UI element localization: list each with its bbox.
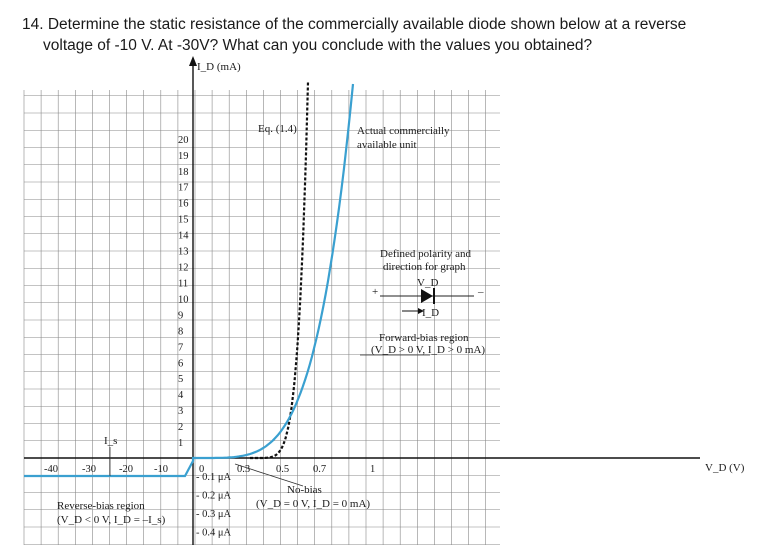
y-tick-label: 14 — [178, 231, 189, 242]
y-tick-label: 11 — [178, 278, 188, 289]
neg-y-tick-label: - 0.3 μA — [196, 509, 232, 520]
x-tick-label: -10 — [154, 464, 168, 475]
x-tick-label: -30 — [82, 464, 96, 475]
y-tick-label: 15 — [178, 215, 189, 226]
y-tick-label: 12 — [178, 263, 189, 274]
y-tick-label: 5 — [178, 374, 183, 385]
grid — [23, 90, 500, 545]
plus-label: + — [372, 286, 378, 298]
is-label: I_s — [104, 435, 117, 447]
eq-curve — [250, 81, 310, 460]
x-tick-label: 0.5 — [276, 464, 289, 475]
question-text: 14. Determine the static resistance of t… — [22, 14, 742, 56]
reverse-label-line1: Reverse-bias region — [57, 500, 145, 512]
x-tick-label: 0 — [199, 464, 204, 475]
neg-y-tick-label: - 0.2 μA — [196, 491, 232, 502]
actual-curve — [24, 83, 355, 478]
id-label: I_D — [422, 307, 439, 319]
y-tick-label: 13 — [178, 247, 189, 258]
current-arrow-icon — [402, 308, 424, 314]
nobias-label-line1: No-bias — [287, 484, 322, 496]
y-axis-arrow-icon — [189, 56, 197, 66]
curves — [24, 81, 355, 478]
y-tick-label: 20 — [178, 135, 189, 146]
polarity-label-line1: Defined polarity and — [380, 248, 472, 260]
neg-y-tick-label: - 0.1 μA — [196, 472, 232, 483]
vd-label: V_D — [417, 277, 438, 289]
nobias-label-line2: (V_D = 0 V, I_D = 0 mA) — [256, 498, 370, 510]
neg-y-tick-label: - 0.4 μA — [196, 528, 232, 539]
reverse-label-line2: (V_D < 0 V, I_D = –I_s) — [57, 514, 166, 526]
actual-label-line1: Actual commercially — [357, 125, 450, 137]
forward-label-line1: Forward-bias region — [379, 332, 469, 344]
y-tick-label: 16 — [178, 199, 189, 210]
y-tick-label: 3 — [178, 406, 183, 417]
question-line-1: 14. Determine the static resistance of t… — [22, 16, 687, 33]
y-tick-label: 1 — [178, 438, 183, 449]
y-tick-label: 17 — [178, 183, 189, 194]
polarity-label-line2: direction for graph — [383, 261, 466, 273]
x-axis-label: V_D (V) — [705, 462, 745, 474]
y-tick-label: 6 — [178, 358, 183, 369]
y-tick-label: 19 — [178, 151, 189, 162]
y-axis-label: I_D (mA) — [197, 61, 241, 73]
axes — [24, 56, 700, 545]
x-tick-label: -20 — [119, 464, 133, 475]
x-tick-label: 0.7 — [313, 464, 326, 475]
forward-label-line2: (V_D > 0 V, I_D > 0 mA) — [371, 344, 485, 356]
actual-label-line2: available unit — [357, 139, 417, 151]
diode-symbol-icon — [380, 288, 474, 304]
y-tick-label: 7 — [178, 342, 183, 353]
eq-label: Eq. (1.4) — [258, 123, 297, 135]
y-tick-label: 8 — [178, 326, 183, 337]
y-tick-label: 10 — [178, 294, 189, 305]
y-tick-label: 18 — [178, 167, 189, 178]
y-tick-label: 2 — [178, 422, 183, 433]
question-line-2: voltage of -10 V. At -30V? What can you … — [43, 37, 593, 54]
x-tick-label: -40 — [44, 464, 58, 475]
x-tick-label: 0.3 — [237, 464, 250, 475]
minus-label: – — [477, 286, 484, 298]
annotation-pointers — [109, 354, 430, 487]
y-tick-label: 4 — [178, 390, 184, 401]
x-tick-label: 1 — [370, 464, 375, 475]
y-tick-label: 9 — [178, 310, 183, 321]
